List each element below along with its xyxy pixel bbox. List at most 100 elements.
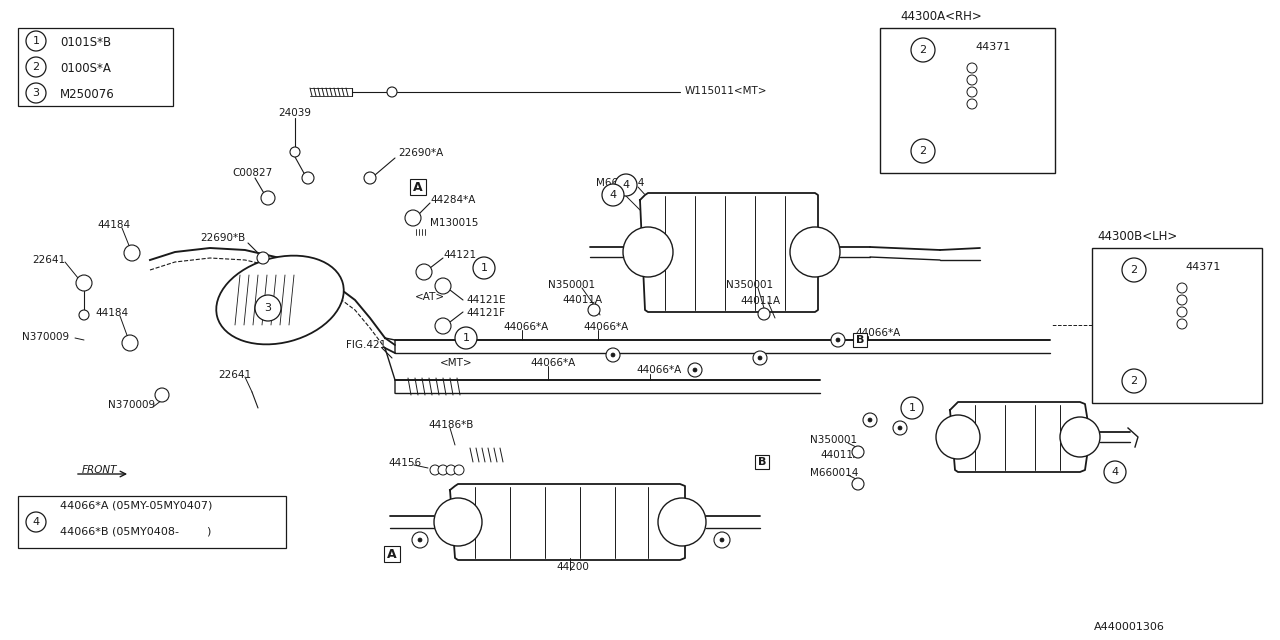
Circle shape: [430, 465, 440, 475]
Text: 2: 2: [1130, 376, 1138, 386]
Text: N370009: N370009: [108, 400, 155, 410]
Text: N350001: N350001: [810, 435, 858, 445]
Text: 44066*A: 44066*A: [503, 322, 548, 332]
Circle shape: [623, 227, 673, 277]
Circle shape: [899, 426, 902, 430]
Text: 44156: 44156: [388, 458, 421, 468]
Circle shape: [852, 446, 864, 458]
Text: 44300B<LH>: 44300B<LH>: [1097, 230, 1178, 243]
Circle shape: [611, 353, 614, 357]
Circle shape: [302, 172, 314, 184]
Text: B: B: [856, 335, 864, 345]
Text: 3: 3: [265, 303, 271, 313]
Circle shape: [719, 538, 724, 542]
Bar: [852, 333, 867, 347]
Text: 22690*A: 22690*A: [398, 148, 443, 158]
Circle shape: [387, 87, 397, 97]
Text: 44066*A: 44066*A: [530, 358, 575, 368]
Text: N370009: N370009: [22, 332, 69, 342]
Circle shape: [419, 538, 422, 542]
Bar: [410, 179, 426, 195]
Circle shape: [261, 191, 275, 205]
Circle shape: [416, 264, 433, 280]
Circle shape: [714, 532, 730, 548]
Circle shape: [1178, 283, 1187, 293]
Circle shape: [966, 63, 977, 73]
Circle shape: [966, 75, 977, 85]
Circle shape: [602, 184, 625, 206]
Bar: [1092, 248, 1262, 403]
Text: 22641: 22641: [32, 255, 65, 265]
Text: 22641: 22641: [218, 370, 251, 380]
Circle shape: [255, 295, 282, 321]
Text: 44011A: 44011A: [820, 450, 860, 460]
Text: 3: 3: [32, 88, 40, 98]
Text: 44184: 44184: [97, 220, 131, 230]
Bar: [384, 546, 401, 562]
Circle shape: [936, 415, 980, 459]
Circle shape: [863, 413, 877, 427]
Text: 44371: 44371: [975, 42, 1010, 52]
Text: 44066*A: 44066*A: [636, 365, 681, 375]
Circle shape: [1103, 461, 1126, 483]
Text: 2: 2: [1130, 265, 1138, 275]
Text: M130015: M130015: [430, 218, 479, 228]
Circle shape: [76, 275, 92, 291]
Circle shape: [831, 333, 845, 347]
Circle shape: [1123, 258, 1146, 282]
Bar: [18, 28, 173, 106]
Text: C00827: C00827: [232, 168, 273, 178]
Text: FIG.421: FIG.421: [346, 340, 387, 350]
Text: 44066*A: 44066*A: [855, 328, 900, 338]
Polygon shape: [451, 484, 685, 560]
Circle shape: [445, 465, 456, 475]
Circle shape: [438, 465, 448, 475]
Text: M660014: M660014: [810, 468, 859, 478]
Circle shape: [758, 308, 771, 320]
Text: 44011A: 44011A: [740, 296, 780, 306]
Circle shape: [412, 532, 428, 548]
Circle shape: [852, 478, 864, 490]
Circle shape: [434, 498, 483, 546]
Text: N350001: N350001: [726, 280, 773, 290]
Text: 2: 2: [919, 146, 927, 156]
Text: 44300A<RH>: 44300A<RH>: [900, 10, 982, 23]
Text: 4: 4: [622, 180, 630, 190]
Circle shape: [454, 327, 477, 349]
Circle shape: [901, 397, 923, 419]
Bar: [937, 120, 1027, 150]
Text: 4: 4: [32, 517, 40, 527]
Text: 24039: 24039: [278, 108, 311, 118]
Text: 44200: 44200: [556, 562, 589, 572]
Text: 44066*B (05MY0408-        ): 44066*B (05MY0408- ): [60, 526, 211, 536]
Text: A: A: [413, 180, 422, 193]
Text: 1: 1: [480, 263, 488, 273]
Circle shape: [966, 99, 977, 109]
Text: W115011<MT>: W115011<MT>: [685, 86, 768, 96]
Circle shape: [911, 139, 934, 163]
Circle shape: [122, 335, 138, 351]
Circle shape: [588, 304, 600, 316]
Circle shape: [26, 31, 46, 51]
Circle shape: [692, 368, 698, 372]
Text: 1: 1: [909, 403, 915, 413]
Text: 2: 2: [919, 45, 927, 55]
Text: <MT>: <MT>: [440, 358, 472, 368]
Circle shape: [1178, 295, 1187, 305]
Text: B: B: [758, 457, 767, 467]
Polygon shape: [950, 402, 1091, 472]
Text: 44371: 44371: [1185, 262, 1220, 272]
Circle shape: [614, 174, 637, 196]
Circle shape: [868, 418, 872, 422]
Circle shape: [836, 338, 840, 342]
Circle shape: [291, 147, 300, 157]
Circle shape: [155, 388, 169, 402]
Bar: [18, 496, 285, 548]
Text: 44186*B: 44186*B: [428, 420, 474, 430]
Circle shape: [26, 83, 46, 103]
Text: 1: 1: [32, 36, 40, 46]
Text: A440001306: A440001306: [1094, 622, 1165, 632]
Text: 22690*B: 22690*B: [200, 233, 246, 243]
Circle shape: [753, 351, 767, 365]
Text: M660014: M660014: [596, 178, 644, 188]
